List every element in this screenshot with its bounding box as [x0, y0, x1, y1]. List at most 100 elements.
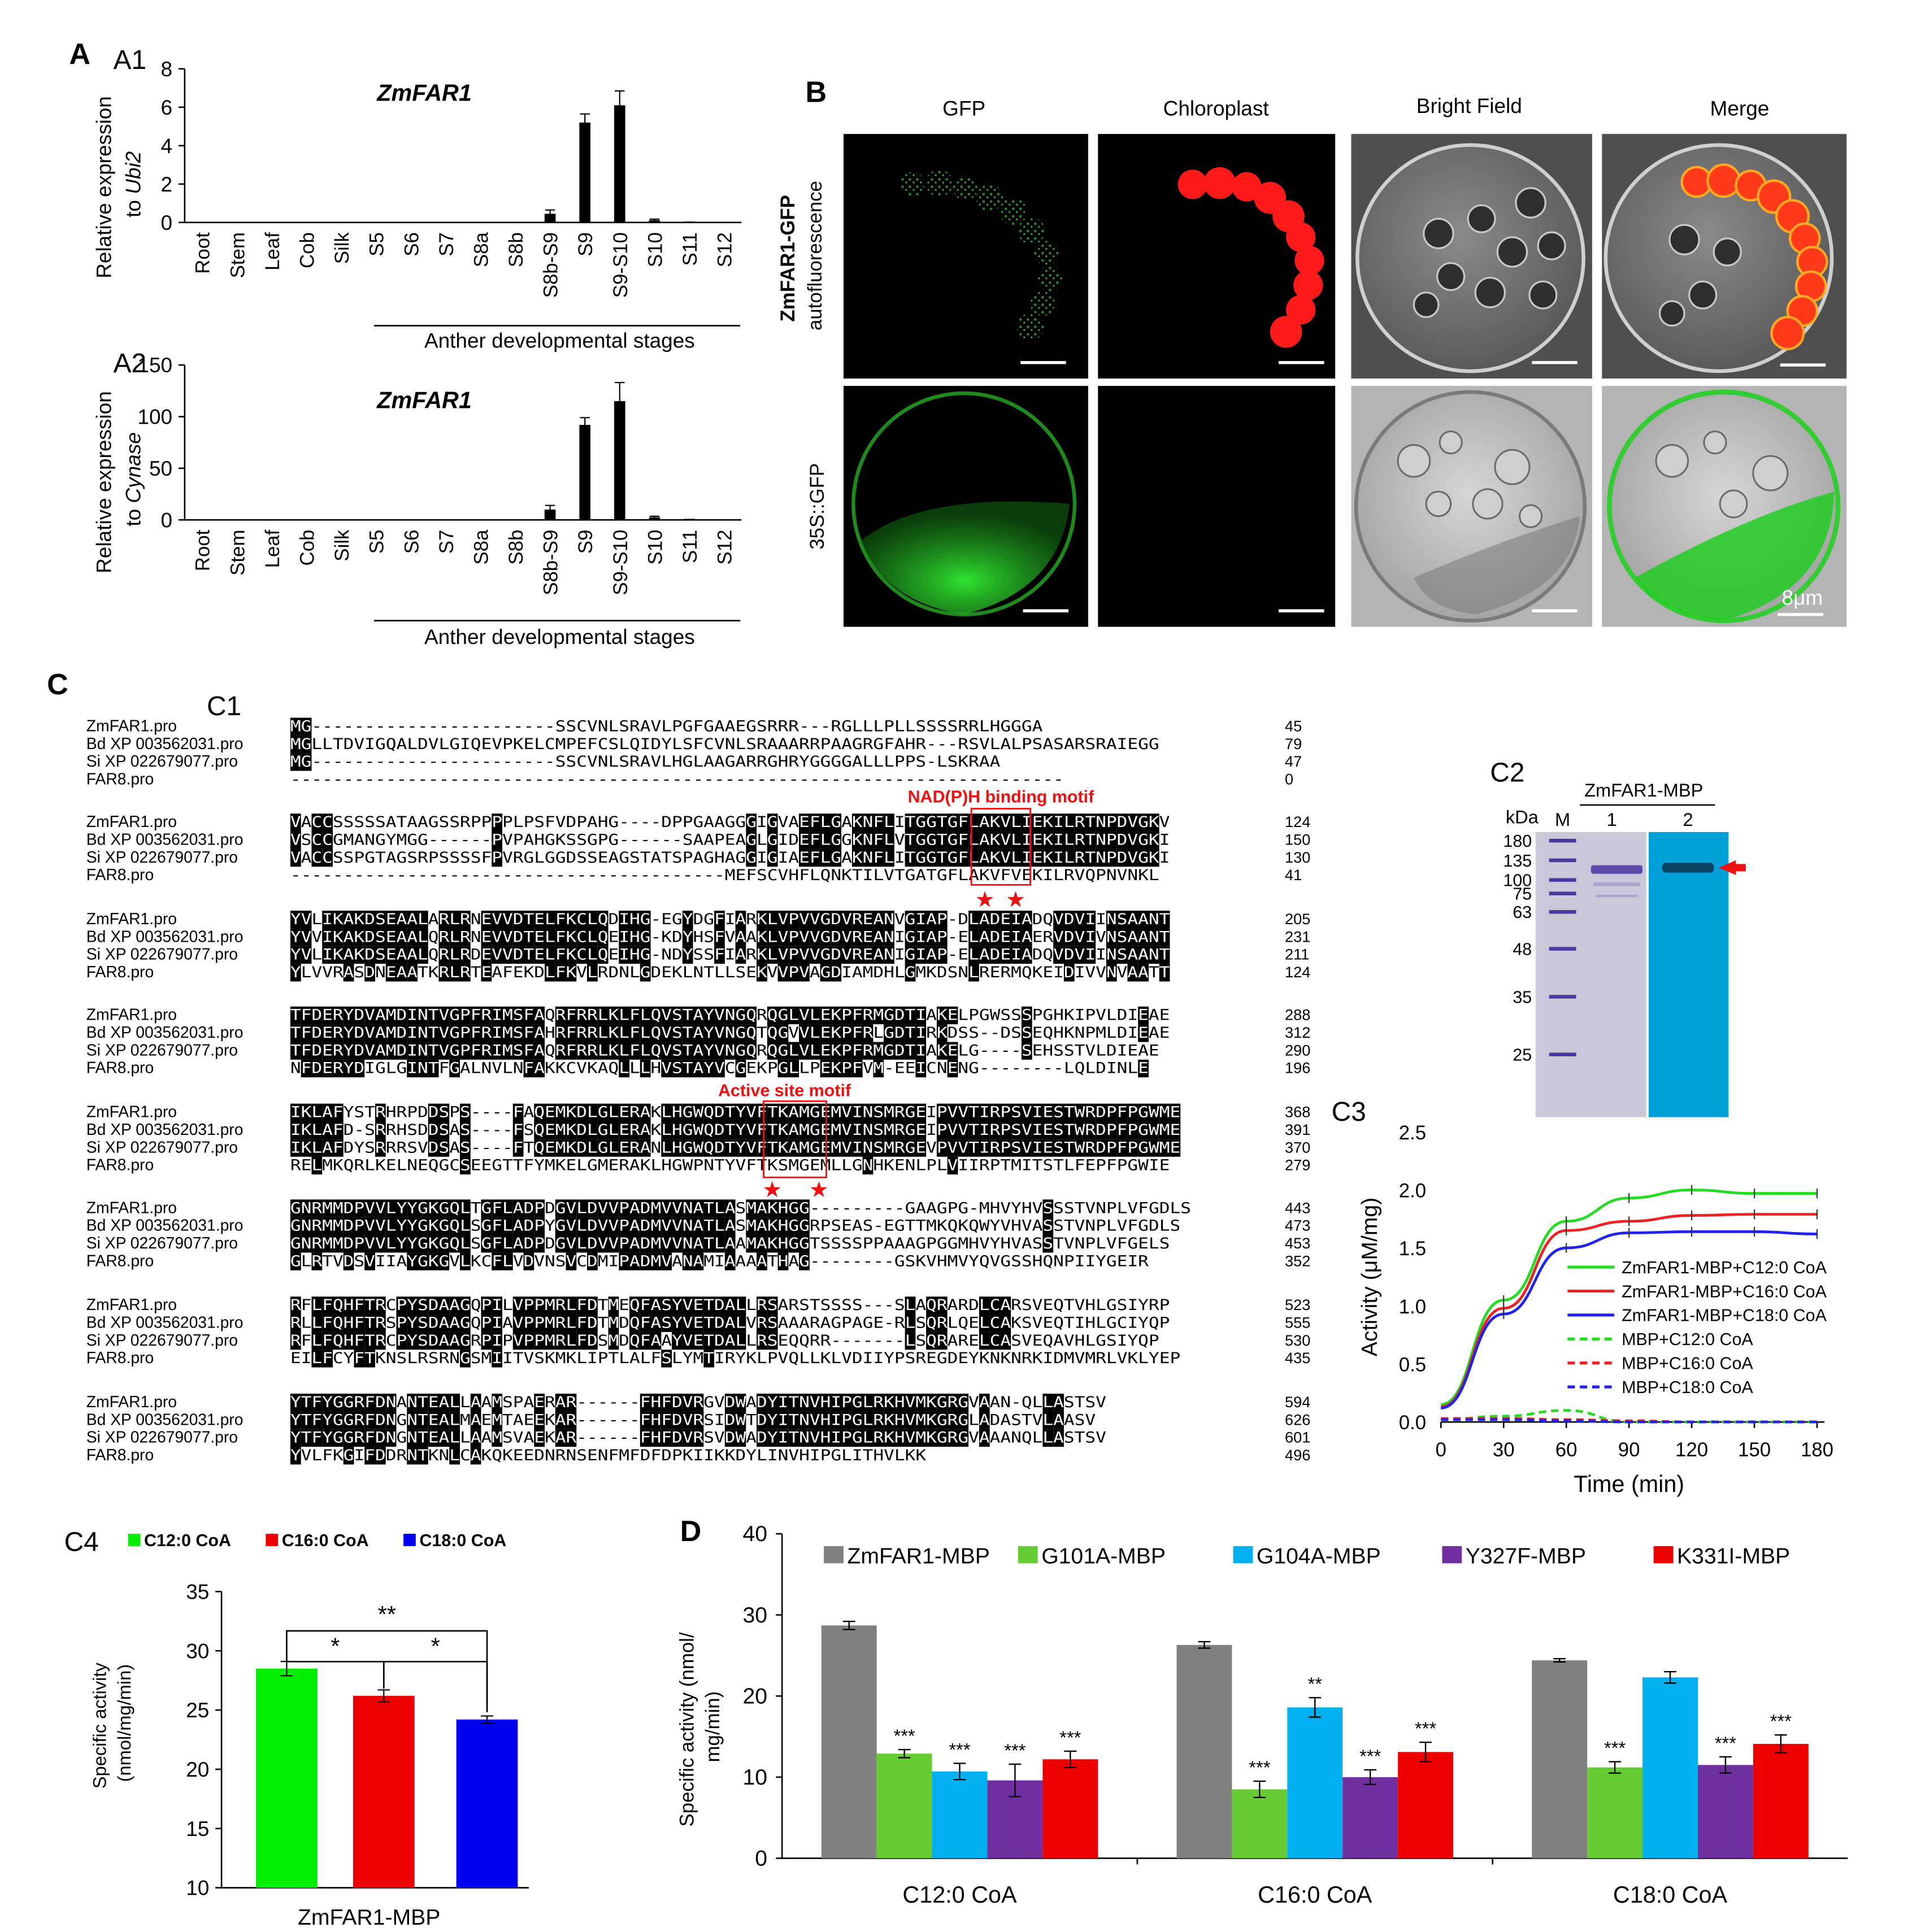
c2-marker-band [1549, 858, 1576, 863]
conserved-residue-shade [640, 1429, 651, 1447]
conserved-residue-shade [332, 1024, 344, 1042]
conserved-residue-shade [364, 1314, 375, 1332]
conserved-residue-shade [417, 928, 428, 946]
conserved-residue-shade [322, 1199, 333, 1217]
conserved-residue-shade [1106, 928, 1117, 946]
conserved-residue-shade [354, 1199, 365, 1217]
series-line [1441, 1418, 1817, 1424]
conserved-residue-shade [693, 1103, 704, 1121]
conserved-residue-shade [428, 1059, 439, 1078]
conserved-residue-shade [1053, 848, 1064, 867]
conserved-residue-shade [757, 1139, 767, 1157]
conserved-residue-shade [714, 1006, 725, 1025]
conserved-residue-shade [555, 1296, 566, 1315]
conserved-residue-shade [703, 1042, 715, 1060]
legend-swatch [1442, 1546, 1462, 1564]
conserved-residue-shade [332, 1235, 344, 1253]
b-header-gfp: GFP [942, 97, 985, 120]
conserved-residue-shade [428, 1199, 439, 1217]
alignment-seq-end: 453 [1285, 1234, 1310, 1252]
conserved-residue-shade [788, 1059, 799, 1078]
conserved-residue-shade [502, 911, 513, 929]
alignment-seq-highlight: GNRMMDPVVLYYGKGQL GFLADP GVLDVVPADMVVNAT… [290, 1199, 1191, 1217]
conserved-residue-shade [375, 1103, 386, 1121]
conserved-residue-shade [1106, 831, 1117, 849]
conserved-residue-shade [566, 1252, 577, 1270]
conserved-residue-shade [332, 946, 344, 964]
conserved-residue-shade [820, 1411, 831, 1429]
legend-label: MBP+C16:0 CoA [1622, 1354, 1753, 1373]
alignment-seq-name: Bd XP 003562031.pro [86, 1120, 244, 1138]
bar [544, 509, 556, 520]
conserved-residue-shade [311, 1429, 323, 1447]
conserved-residue-shade [597, 1103, 609, 1121]
conserved-residue-shade [534, 1296, 545, 1315]
conserved-residue-shade [851, 831, 863, 849]
bar [1287, 1707, 1343, 1859]
conserved-residue-shade [343, 1411, 354, 1429]
alignment-seq-highlight [290, 771, 1064, 788]
conserved-residue-shade [799, 1429, 810, 1447]
conserved-residue-shade [545, 946, 555, 964]
conserved-residue-shade [576, 911, 588, 929]
conserved-residue-shade [619, 928, 630, 946]
conserved-residue-shade [661, 1296, 672, 1315]
conserved-residue-shade [661, 1235, 672, 1253]
alignment-seq-end: 530 [1285, 1331, 1310, 1349]
conserved-residue-shade [894, 1024, 905, 1042]
alignment-seq-name: Bd XP 003562031.pro [86, 1313, 244, 1331]
conserved-residue-shade [438, 1103, 450, 1121]
conserved-residue-shade [354, 1059, 365, 1078]
alignment-seq-highlight: IKLAF R DS S F QEMKDLGLERA LHGWQDTYVFTKA… [290, 1121, 1180, 1139]
conserved-residue-shade [332, 1314, 344, 1332]
conserved-residue-shade [407, 1447, 418, 1465]
conserved-residue-shade [587, 1296, 598, 1315]
conserved-residue-shade [597, 1042, 609, 1060]
conserved-residue-shade [354, 1394, 365, 1412]
a2-title: ZmFAR1 [376, 387, 472, 413]
conserved-residue-shade [407, 1252, 418, 1270]
conserved-residue-shade [1085, 848, 1096, 867]
conserved-residue-shade [332, 1042, 344, 1060]
conserved-residue-shade [428, 1331, 439, 1350]
conserved-residue-shade [724, 1394, 736, 1412]
conserved-residue-shade [343, 1296, 354, 1315]
conserved-residue-shade [545, 1296, 555, 1315]
conserved-residue-shade [799, 1199, 810, 1217]
conserved-residue-shade [438, 1252, 450, 1270]
conserved-residue-shade [682, 1006, 693, 1025]
alignment-seq-name: Si XP 022679077.pro [86, 1234, 238, 1252]
conserved-residue-shade [672, 1199, 683, 1217]
conserved-residue-shade [1021, 1121, 1032, 1139]
conserved-residue-shade [290, 1042, 301, 1060]
conserved-residue-shade [534, 1121, 545, 1139]
conserved-residue-shade [523, 1331, 535, 1350]
conserved-residue-shade [375, 1217, 386, 1235]
c2-marker-kda: 180 [1503, 832, 1532, 851]
conserved-residue-shade [915, 1103, 927, 1121]
c2-marker-band [1549, 995, 1576, 999]
conserved-residue-shade [597, 928, 609, 946]
conserved-residue-shade [894, 1042, 905, 1060]
conserved-residue-shade [1138, 1006, 1149, 1025]
conserved-residue-shade [936, 1394, 948, 1412]
motif2-star-1: ★ [762, 1178, 782, 1202]
conserved-residue-shade [862, 928, 874, 946]
alignment-seq-highlight: MG [290, 736, 1159, 753]
conserved-residue-shade [545, 1314, 555, 1332]
conserved-residue-shade [820, 1429, 831, 1447]
conserved-residue-shade [534, 928, 545, 946]
alignment-seq-highlight: R LFQHFTR PYSDAAG PI VPPMRLFD M QFA YVET… [290, 1332, 1159, 1350]
conserved-residue-shade [926, 1314, 937, 1332]
c2-marker-band [1549, 838, 1576, 843]
conserved-residue-shade [301, 1394, 312, 1412]
conserved-residue-shade [672, 1042, 683, 1060]
conserved-residue-shade [407, 1024, 418, 1042]
conserved-residue-shade [820, 928, 831, 946]
conserved-residue-shade [905, 1121, 916, 1139]
conserved-residue-shade [459, 928, 471, 946]
c3-ylabel: Activity (μM/mg) [1358, 1198, 1382, 1356]
conserved-residue-shade [311, 1042, 323, 1060]
b-img-gfp-1 [843, 134, 1088, 379]
